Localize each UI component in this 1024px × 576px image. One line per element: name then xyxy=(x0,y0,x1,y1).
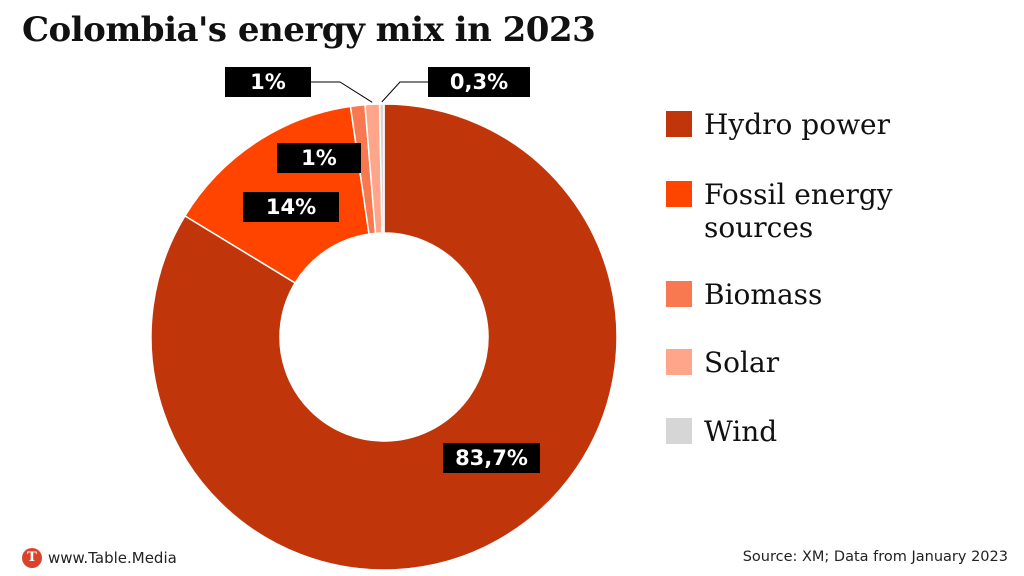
legend-swatch-biomass xyxy=(666,281,692,307)
leader-line-solar xyxy=(311,81,373,103)
legend-swatch-fossil xyxy=(666,181,692,207)
site-url: www.Table.Media xyxy=(48,549,177,567)
legend-label-solar: Solar xyxy=(704,346,780,379)
legend-label-biomass: Biomass xyxy=(704,278,823,311)
legend-item-fossil: Fossil energy sources xyxy=(666,178,1004,244)
table-media-logo-icon: T xyxy=(22,548,42,568)
legend-swatch-hydro xyxy=(666,111,692,137)
legend-item-biomass: Biomass xyxy=(666,278,1004,311)
leader-line-wind xyxy=(381,81,428,103)
legend-label-fossil: Fossil energy sources xyxy=(704,178,893,244)
data-label-solar: 1% xyxy=(225,67,311,97)
legend-swatch-solar xyxy=(666,349,692,375)
legend-label-wind: Wind xyxy=(704,415,778,448)
data-label-biomass: 1% xyxy=(277,143,361,173)
footer-brand: T www.Table.Media xyxy=(22,548,177,568)
data-label-hydro: 83,7% xyxy=(443,443,540,473)
data-label-wind: 0,3% xyxy=(428,67,530,97)
legend-swatch-wind xyxy=(666,418,692,444)
legend-item-solar: Solar xyxy=(666,346,1004,379)
source-note: Source: XM; Data from January 2023 xyxy=(742,549,1008,565)
chart-title: Colombia's energy mix in 2023 xyxy=(22,10,596,50)
legend-label-hydro: Hydro power xyxy=(704,108,891,141)
legend-item-hydro: Hydro power xyxy=(666,108,1004,141)
data-label-fossil: 14% xyxy=(243,192,339,222)
slice-wind xyxy=(378,103,385,234)
legend-item-wind: Wind xyxy=(666,415,1004,448)
